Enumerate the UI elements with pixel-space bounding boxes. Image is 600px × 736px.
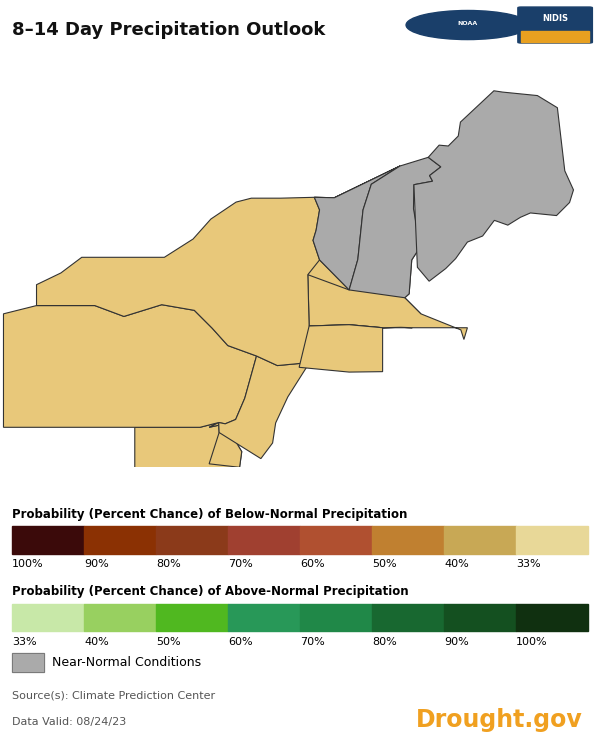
Bar: [300, 604, 372, 631]
Bar: [156, 526, 228, 553]
Polygon shape: [4, 305, 257, 428]
Text: 70%: 70%: [300, 637, 325, 647]
Polygon shape: [299, 325, 383, 372]
Text: 60%: 60%: [300, 559, 325, 570]
Text: Probability (Percent Chance) of Below-Normal Precipitation: Probability (Percent Chance) of Below-No…: [12, 508, 407, 521]
FancyBboxPatch shape: [518, 7, 592, 43]
Bar: [84, 604, 156, 631]
Text: 50%: 50%: [372, 559, 397, 570]
Text: Drought.gov: Drought.gov: [415, 707, 582, 732]
Text: 80%: 80%: [372, 637, 397, 647]
Bar: [228, 526, 300, 553]
Text: 50%: 50%: [156, 637, 181, 647]
Polygon shape: [313, 166, 400, 290]
Bar: [12, 653, 44, 673]
Text: Near-Normal Conditions: Near-Normal Conditions: [52, 657, 202, 669]
Text: 33%: 33%: [516, 559, 541, 570]
Polygon shape: [308, 241, 412, 328]
Bar: [444, 604, 516, 631]
Polygon shape: [218, 356, 310, 459]
Bar: [84, 526, 156, 553]
Text: Source(s): Climate Prediction Center: Source(s): Climate Prediction Center: [12, 690, 215, 700]
Bar: [12, 526, 84, 553]
Text: 90%: 90%: [84, 559, 109, 570]
Polygon shape: [209, 422, 242, 467]
Text: 100%: 100%: [516, 637, 548, 647]
Bar: [372, 604, 444, 631]
Bar: [228, 604, 300, 631]
Text: NIDIS: NIDIS: [542, 14, 568, 23]
Polygon shape: [37, 166, 400, 366]
Text: 60%: 60%: [228, 637, 253, 647]
Polygon shape: [349, 158, 441, 298]
Bar: [444, 526, 516, 553]
Text: 8–14 Day Precipitation Outlook: 8–14 Day Precipitation Outlook: [12, 21, 325, 38]
Bar: [516, 526, 588, 553]
Polygon shape: [401, 298, 421, 328]
Bar: [12, 604, 84, 631]
Polygon shape: [308, 166, 467, 339]
Polygon shape: [135, 422, 242, 489]
Circle shape: [406, 10, 529, 40]
Bar: [516, 604, 588, 631]
Bar: [521, 31, 589, 42]
Text: 90%: 90%: [444, 637, 469, 647]
Text: 100%: 100%: [12, 559, 44, 570]
Text: 70%: 70%: [228, 559, 253, 570]
Text: 40%: 40%: [444, 559, 469, 570]
Text: Data Valid: 08/24/23: Data Valid: 08/24/23: [12, 717, 126, 726]
Text: NOAA: NOAA: [458, 21, 478, 26]
Bar: [300, 526, 372, 553]
Polygon shape: [414, 91, 574, 281]
Bar: [372, 526, 444, 553]
Text: Probability (Percent Chance) of Above-Normal Precipitation: Probability (Percent Chance) of Above-No…: [12, 585, 409, 598]
Text: 80%: 80%: [156, 559, 181, 570]
Bar: [12, 653, 44, 673]
Text: 40%: 40%: [84, 637, 109, 647]
Bar: [156, 604, 228, 631]
Text: 33%: 33%: [12, 637, 37, 647]
